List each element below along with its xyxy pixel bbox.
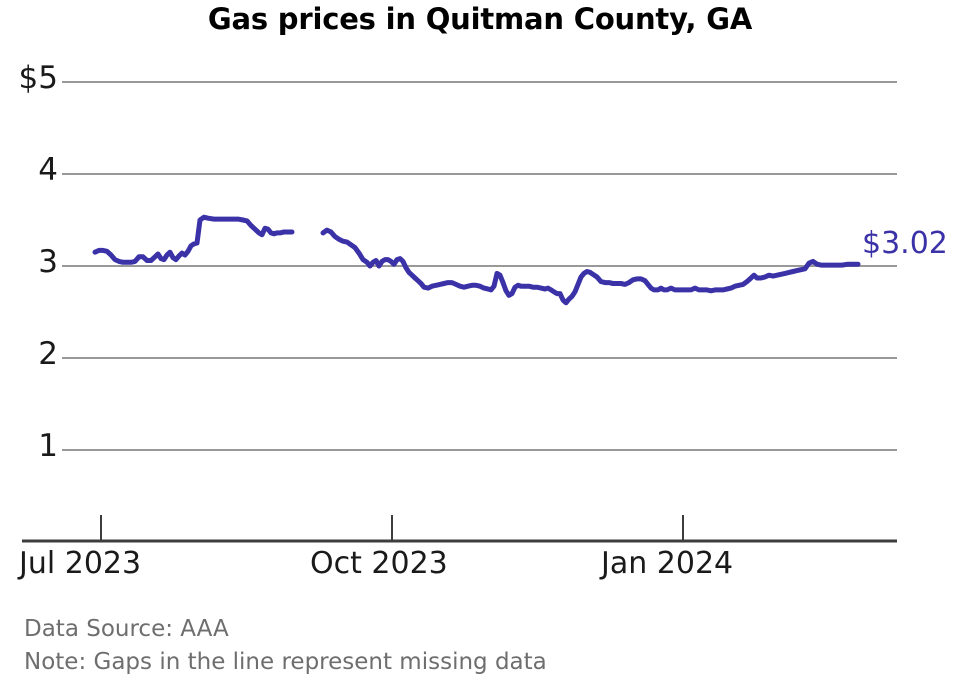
y-axis-tick-label: 2: [38, 336, 58, 372]
missing-data-note: Note: Gaps in the line represent missing…: [24, 649, 547, 675]
y-axis-tick-label: 4: [38, 152, 58, 188]
line-chart-plot: [22, 81, 897, 543]
price-line-segment: [320, 227, 861, 306]
y-axis-tick-label: 3: [38, 244, 58, 280]
y-axis-tick-label: 1: [38, 428, 58, 464]
end-value-label: $3.02: [862, 226, 948, 261]
data-source-note: Data Source: AAA: [24, 616, 229, 642]
x-axis-tick-label: Jan 2024: [601, 546, 734, 581]
price-line-series: [92, 214, 861, 306]
gridlines: [62, 81, 897, 451]
footer-notes: Data Source: AAA Note: Gaps in the line …: [24, 613, 547, 679]
y-axis-tick-label: $5: [18, 60, 58, 96]
x-axis-tick-label: Jul 2023: [19, 546, 142, 581]
page-title: Gas prices in Quitman County, GA: [207, 2, 753, 36]
price-line-segment: [92, 214, 295, 265]
x-axis-tick-label: Oct 2023: [310, 546, 448, 581]
x-axis: [22, 515, 897, 543]
